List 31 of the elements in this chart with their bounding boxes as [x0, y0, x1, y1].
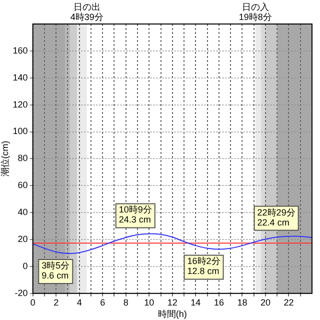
- y-tick-label: 120: [12, 99, 28, 110]
- x-tick-label: 18: [237, 297, 248, 308]
- x-tick-label: 0: [30, 297, 36, 308]
- y-tick-label: 160: [12, 45, 28, 56]
- annotation: 日の入 19時8分: [238, 2, 272, 22]
- x-tick-label: 10: [144, 297, 154, 308]
- annotation: 3時5分 9.6 cm: [42, 260, 70, 281]
- y-tick-label: 80: [18, 153, 28, 164]
- y-tick-label: 140: [12, 72, 28, 82]
- x-tick-label: 2: [54, 297, 59, 308]
- annotation: 日の出 4時39分: [70, 2, 104, 22]
- annotation: 10時9分 24.3 cm: [118, 204, 152, 225]
- x-axis-title: 時間(h): [158, 309, 187, 320]
- x-tick-label: 8: [123, 297, 128, 308]
- y-tick-label: 60: [18, 180, 28, 190]
- x-tick-label: 14: [190, 297, 201, 308]
- y-tick-label: 100: [12, 126, 28, 136]
- y-tick-label: -20: [14, 288, 28, 298]
- y-tick-label: 40: [18, 207, 28, 218]
- x-tick-label: 20: [260, 297, 270, 308]
- y-tick-label: 20: [18, 234, 28, 244]
- y-tick-label: 0: [22, 260, 28, 271]
- annotation: 22時29分 22.4 cm: [257, 207, 296, 228]
- x-tick-label: 12: [167, 297, 178, 308]
- x-tick-label: 16: [214, 297, 224, 308]
- x-tick-label: 22: [284, 297, 294, 308]
- annotation: 16時2分 12.8 cm: [187, 256, 220, 276]
- x-tick-label: 4: [76, 297, 82, 308]
- y-axis-title: 潮位(cm): [0, 140, 10, 177]
- line-series: [32, 233, 312, 254]
- x-tick-label: 6: [100, 297, 106, 308]
